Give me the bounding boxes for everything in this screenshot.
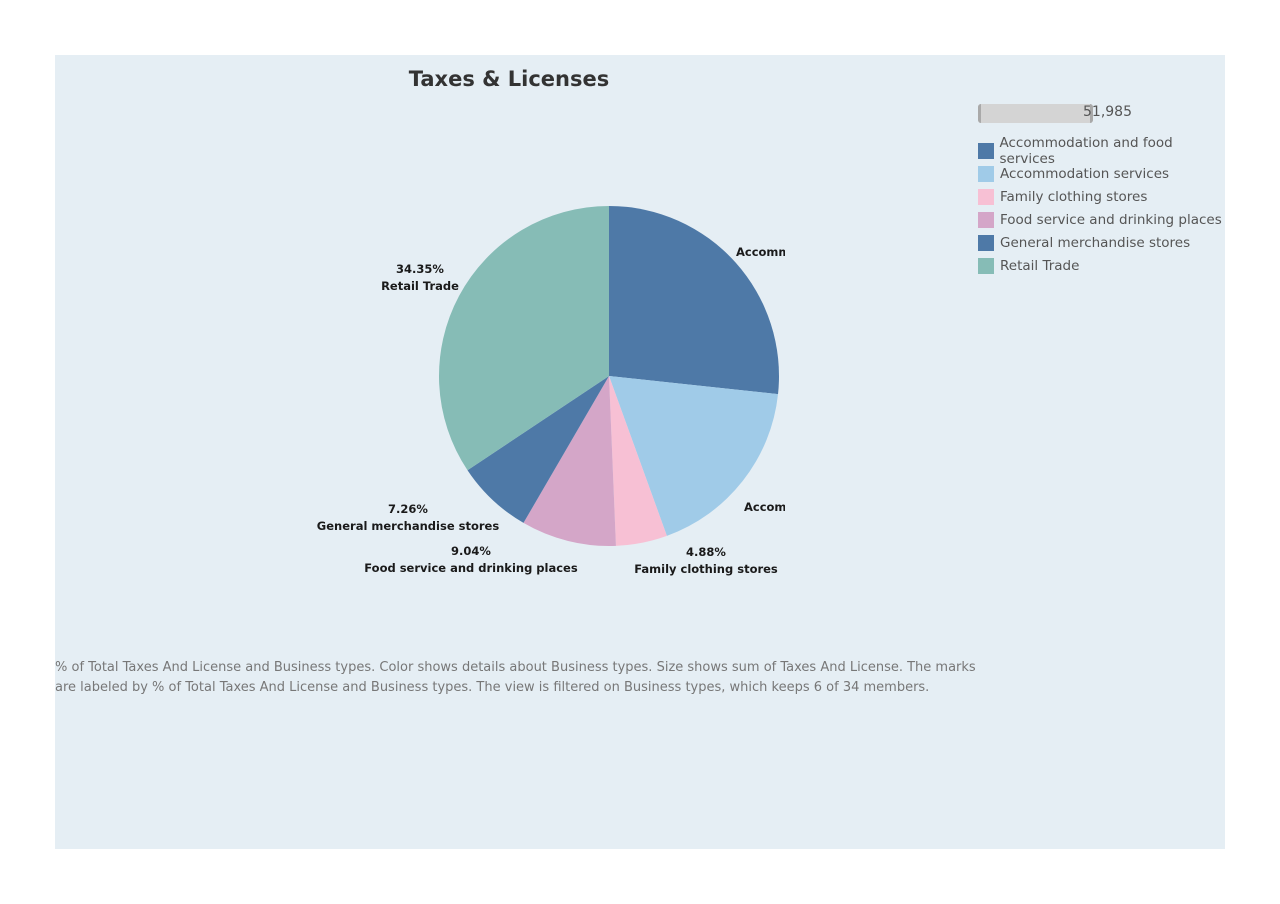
chart-caption: % of Total Taxes And License and Busines…	[55, 658, 985, 698]
legend-swatch	[978, 188, 994, 205]
pie-slice-accommodation-and-food-services[interactable]	[609, 206, 779, 395]
legend-item[interactable]: Accommodation services	[978, 162, 1225, 185]
size-legend: 51,985	[978, 103, 1218, 125]
size-legend-value: 51,985	[1083, 104, 1132, 120]
slice-label: Accomm	[744, 500, 798, 514]
legend-swatch	[978, 257, 994, 274]
legend-label: Retail Trade	[1000, 257, 1080, 274]
slice-name-label: Retail Trade	[381, 279, 459, 293]
legend-item[interactable]: Food service and drinking places	[978, 208, 1225, 231]
pie-slice-accommodation-services[interactable]	[609, 376, 779, 536]
slice-percent-label: 9.04%	[451, 544, 491, 558]
legend-label: Family clothing stores	[1000, 188, 1148, 205]
legend-item[interactable]: Accommodation and food services	[978, 135, 1225, 167]
caption-line: are labeled by % of Total Taxes And Lice…	[55, 680, 930, 695]
legend-label: Food service and drinking places	[1000, 211, 1222, 228]
legend-swatch	[978, 165, 994, 182]
slice-percent-label: 7.26%	[388, 502, 428, 516]
slice-name-label: Family clothing stores	[634, 562, 778, 576]
slice-label: 9.04% Food service and drinking places	[364, 544, 578, 575]
legend-swatch	[978, 234, 994, 251]
legend-item[interactable]: Retail Trade	[978, 254, 1225, 277]
slice-label: 7.26% General merchandise stores	[317, 502, 500, 533]
legend-label: General merchandise stores	[1000, 234, 1191, 251]
pie-slice-family-clothing-stores[interactable]	[609, 376, 667, 546]
slice-name-label: Accomm	[736, 245, 790, 259]
slice-label: Accomm	[736, 245, 790, 259]
legend-item[interactable]: Family clothing stores	[978, 185, 1225, 208]
pie-slice-general-merchandise-stores[interactable]	[467, 376, 609, 523]
slice-name-label: Food service and drinking places	[364, 561, 578, 575]
legend-label: Accommodation and food services	[999, 134, 1173, 167]
pie-slice-retail-trade[interactable]	[438, 206, 609, 471]
slice-name-label: General merchandise stores	[317, 519, 500, 533]
slice-percent-label: 4.88%	[686, 545, 726, 559]
pie-slice-food-service-and-drinking-places[interactable]	[523, 376, 616, 546]
chart-panel: Taxes & Licenses Accomm Accomm 4.88% Family…	[55, 55, 1225, 849]
legend-swatch	[978, 211, 994, 228]
chart-title: Taxes & Licenses	[408, 67, 610, 91]
color-legend: Accommodation and food services Accommod…	[978, 135, 1225, 277]
size-legend-bar	[978, 104, 1093, 123]
slice-label: 34.35% Retail Trade	[381, 262, 459, 293]
legend-label: Accommodation services	[1000, 165, 1170, 182]
legend-item[interactable]: General merchandise stores	[978, 231, 1225, 254]
slice-percent-label: 34.35%	[396, 262, 444, 276]
legend-swatch	[978, 142, 994, 159]
caption-line: % of Total Taxes And License and Busines…	[55, 660, 976, 675]
slice-label: 4.88% Family clothing stores	[634, 545, 778, 576]
pie-chart: Accomm Accomm 4.88% Family clothing stores 9…	[317, 206, 798, 576]
slice-name-label: Accomm	[744, 500, 798, 514]
